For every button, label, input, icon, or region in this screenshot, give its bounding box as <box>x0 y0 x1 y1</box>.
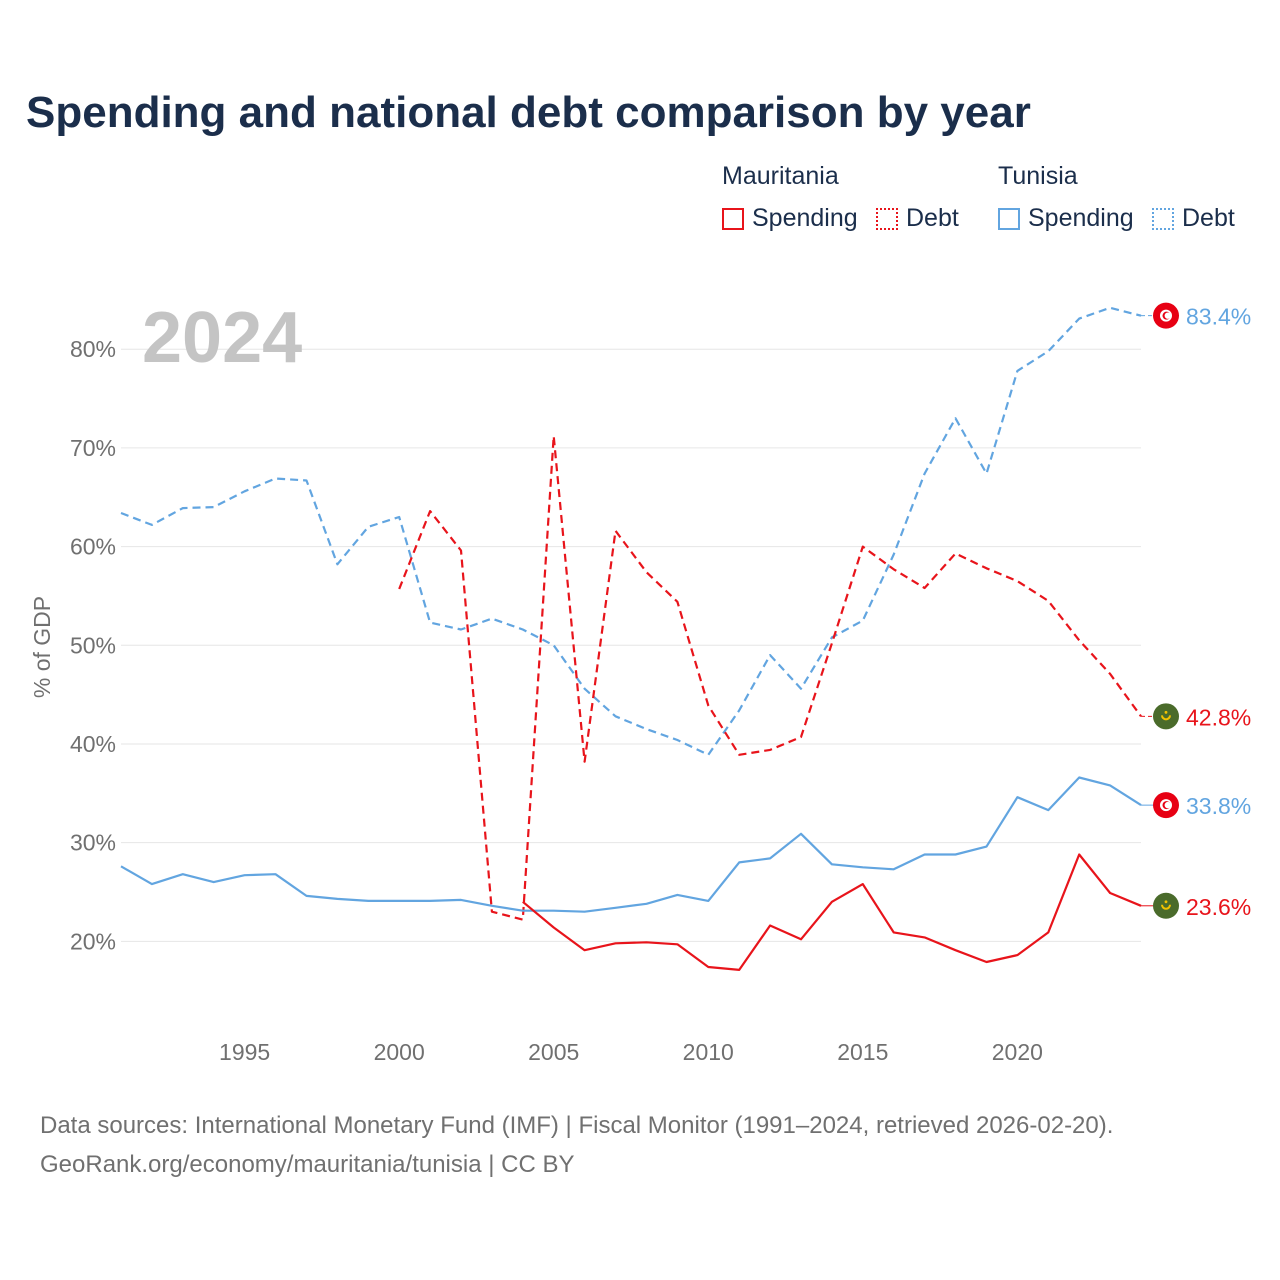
end-value-label: 33.8% <box>1186 793 1251 819</box>
x-tick-label: 2015 <box>837 1039 888 1065</box>
x-tick-label: 1995 <box>219 1039 270 1065</box>
series-line-mauritania-debt[interactable] <box>398 435 1142 921</box>
x-tick-label: 2005 <box>528 1039 579 1065</box>
legend-label: Spending <box>1028 204 1134 232</box>
end-value-label: 42.8% <box>1186 704 1251 730</box>
legend-swatch-dotted <box>876 207 898 230</box>
chart-title: Spending and national debt comparison by… <box>26 88 1031 137</box>
series-line-tunisia-spending[interactable] <box>120 776 1142 913</box>
end-value-label: 83.4% <box>1186 304 1251 330</box>
footer: Data sources: International Monetary Fun… <box>40 1106 1113 1184</box>
data-source-note: Data sources: International Monetary Fun… <box>40 1112 1114 1139</box>
gridlines <box>121 348 1141 942</box>
series-line-tunisia-debt[interactable] <box>120 306 1142 756</box>
y-tick-label: 60% <box>70 534 116 560</box>
x-tick-label: 2020 <box>992 1039 1043 1065</box>
legend-swatch-solid <box>998 207 1020 230</box>
flag-star <box>1164 900 1168 904</box>
series-lines <box>120 306 1142 972</box>
y-tick-label: 80% <box>70 336 116 362</box>
legend-label: Debt <box>1182 204 1235 232</box>
legend-item-mauritania-debt[interactable]: Debt <box>876 204 959 233</box>
year-watermark: 2024 <box>142 298 302 378</box>
legend-swatch-dotted <box>1152 207 1174 230</box>
flag-crescent <box>1161 904 1171 910</box>
y-tick-label: 30% <box>70 830 116 856</box>
line-chart: 2024 20% 30% 40% 50% 60% 70% 80% 1995 2000 2005 2… <box>29 298 1251 1065</box>
x-tick-label: 2010 <box>683 1039 734 1065</box>
y-tick-label: 20% <box>70 928 116 954</box>
legend-group-tunisia: Tunisia <box>998 162 1078 190</box>
attribution-link[interactable]: GeoRank.org/economy/mauritania/tunisia |… <box>40 1151 575 1178</box>
flag-star <box>1164 710 1168 714</box>
end-value-label: 23.6% <box>1186 894 1251 920</box>
legend-label: Spending <box>752 204 858 232</box>
y-tick-label: 50% <box>70 632 116 658</box>
y-tick-label: 40% <box>70 731 116 757</box>
end-labels: 83.4% 42.8% 33.8% 23.6% <box>1141 302 1251 920</box>
y-axis-label: % of GDP <box>29 596 55 698</box>
legend-label: Debt <box>906 204 959 232</box>
legend-item-tunisia-debt[interactable]: Debt <box>1152 204 1235 233</box>
legend-item-tunisia-spending[interactable]: Spending <box>998 204 1134 233</box>
legend-group-mauritania: Mauritania <box>722 162 839 190</box>
flag-crescent-cut <box>1164 801 1172 809</box>
series-line-mauritania-spending[interactable] <box>522 853 1142 972</box>
y-tick-label: 70% <box>70 435 116 461</box>
flag-disc <box>1153 703 1179 730</box>
x-tick-label: 2000 <box>374 1039 425 1065</box>
tunisia-flag-icon <box>1153 792 1179 819</box>
mauritania-flag-icon <box>1153 892 1179 919</box>
legend-item-mauritania-spending[interactable]: Spending <box>722 204 858 233</box>
legend-swatch-solid <box>722 207 744 230</box>
flag-crescent-cut <box>1164 312 1172 319</box>
mauritania-flag-icon <box>1153 703 1179 730</box>
tunisia-flag-icon <box>1153 302 1179 329</box>
y-axis: 20% 30% 40% 50% 60% 70% 80% <box>70 336 116 954</box>
x-axis: 1995 2000 2005 2010 2015 2020 <box>219 1039 1043 1065</box>
flag-crescent <box>1161 715 1171 721</box>
flag-disc <box>1153 892 1179 919</box>
